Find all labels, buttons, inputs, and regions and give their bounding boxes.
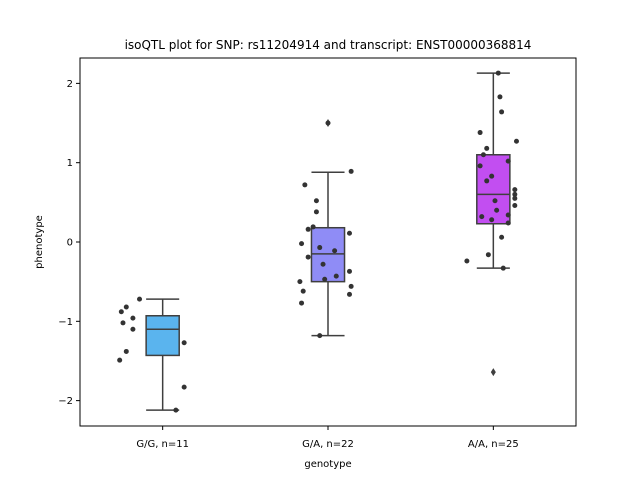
data-point — [333, 273, 339, 279]
y-tick-label: −1 — [58, 317, 73, 328]
data-point — [477, 163, 483, 169]
data-point — [305, 254, 311, 260]
data-point — [489, 173, 495, 179]
data-point — [181, 340, 187, 346]
data-point — [346, 291, 352, 297]
y-tick-label: 0 — [67, 238, 73, 249]
data-point — [477, 130, 483, 136]
outlier-marker — [490, 368, 496, 377]
data-point — [322, 276, 328, 282]
data-point — [310, 224, 316, 230]
data-point — [505, 212, 511, 218]
data-point — [348, 283, 354, 289]
data-point — [512, 187, 518, 193]
data-point — [317, 245, 323, 251]
y-tick-label: 2 — [67, 79, 73, 90]
box-group — [145, 298, 180, 411]
x-tick-label: A/A, n=25 — [468, 439, 519, 450]
y-tick-label: 1 — [67, 158, 73, 169]
strip-points — [117, 296, 187, 413]
data-point — [302, 182, 308, 188]
strip-points — [297, 120, 354, 339]
data-point — [505, 158, 511, 164]
data-point — [320, 261, 326, 267]
data-point — [181, 384, 187, 390]
data-point — [479, 214, 485, 220]
data-point — [123, 348, 129, 354]
data-point — [332, 248, 338, 254]
x-axis-title: genotype — [304, 459, 351, 470]
data-point — [130, 315, 136, 321]
data-point — [346, 268, 352, 274]
data-point — [117, 357, 123, 363]
data-point — [118, 309, 124, 315]
data-point — [120, 320, 126, 326]
data-point — [499, 234, 505, 240]
data-point — [492, 198, 498, 204]
x-tick-label: G/A, n=22 — [302, 439, 354, 450]
data-point — [348, 168, 354, 174]
data-point — [512, 203, 518, 209]
data-point — [499, 109, 505, 115]
box — [145, 315, 180, 357]
chart-title: isoQTL plot for SNP: rs11204914 and tran… — [125, 38, 532, 52]
data-point — [305, 226, 311, 232]
data-point — [325, 120, 331, 126]
data-point — [297, 279, 303, 285]
plot-area — [117, 70, 519, 413]
box — [310, 226, 346, 283]
strip-points — [464, 70, 519, 271]
data-point — [299, 241, 305, 247]
data-point — [123, 304, 129, 310]
data-point — [489, 217, 495, 223]
data-point — [495, 70, 501, 76]
data-point — [500, 265, 506, 271]
data-point — [512, 191, 518, 197]
data-point — [484, 145, 490, 151]
data-point — [484, 178, 490, 184]
data-point — [485, 252, 491, 258]
data-point — [497, 94, 503, 100]
data-point — [494, 207, 500, 213]
axes: −2 −1 0 1 2 G/G, n=11 G/A, n=22 A/A, n=25 — [58, 79, 519, 450]
data-point — [313, 198, 319, 204]
y-tick-label: −2 — [58, 396, 73, 407]
data-point — [300, 288, 306, 294]
data-point — [173, 407, 179, 413]
data-point — [313, 209, 319, 215]
data-point — [480, 152, 486, 158]
x-tick-label: G/G, n=11 — [136, 439, 189, 450]
data-point — [137, 296, 143, 302]
data-point — [505, 220, 511, 226]
data-point — [512, 195, 518, 201]
data-point — [513, 138, 519, 144]
data-point — [464, 258, 470, 264]
data-point — [299, 300, 305, 306]
y-axis-title: phenotype — [34, 215, 45, 269]
data-point — [130, 326, 136, 332]
data-point — [317, 333, 323, 339]
data-point — [346, 230, 352, 236]
